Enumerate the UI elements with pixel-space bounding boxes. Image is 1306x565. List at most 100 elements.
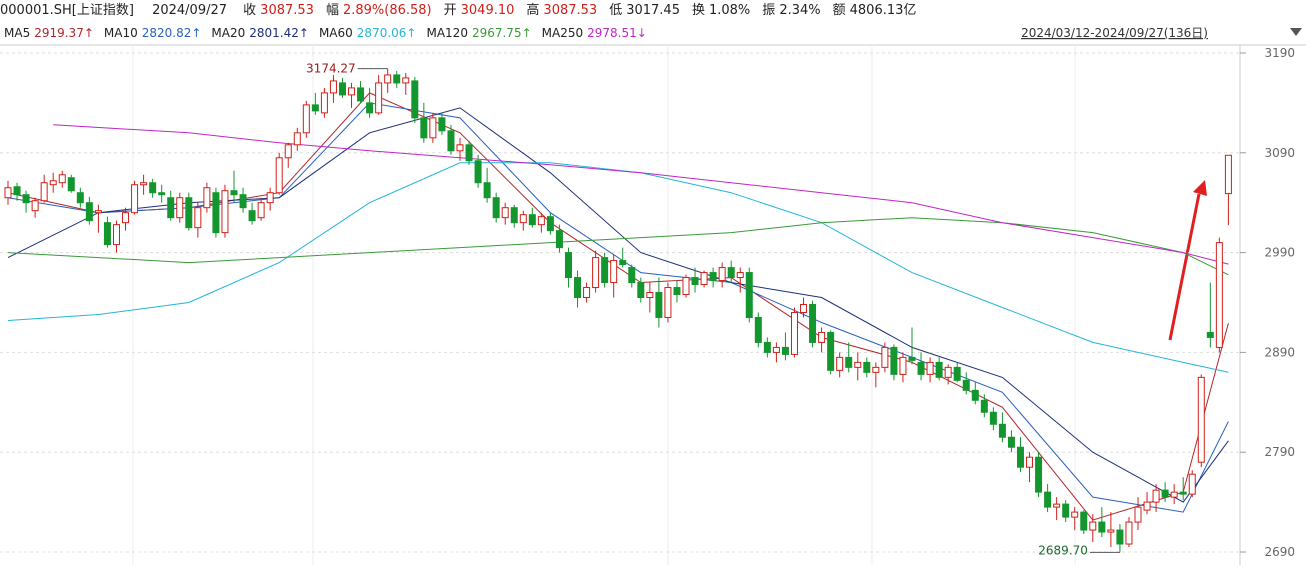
- legend-value: 2978.51↓: [587, 26, 647, 40]
- candle-body: [528, 214, 536, 226]
- candle-body: [1007, 436, 1015, 448]
- candle-body: [76, 192, 84, 204]
- legend-value: 2919.37↑: [34, 26, 94, 40]
- date: 2024/09/27: [152, 3, 228, 18]
- dropdown-icon[interactable]: [1290, 28, 1302, 36]
- candle-body: [854, 361, 862, 368]
- symbol: 000001.SH[上证指数]: [0, 3, 134, 18]
- candle-body: [592, 257, 600, 289]
- candle-body: [348, 87, 356, 96]
- legend-value: 2870.06↑: [356, 26, 417, 40]
- candle-body: [185, 197, 193, 229]
- candle-body: [998, 423, 1006, 438]
- candle-body: [266, 192, 274, 204]
- candle-body: [1116, 529, 1124, 545]
- candle-body: [980, 399, 988, 413]
- candle-body: [881, 346, 889, 368]
- ma-legend: MA5 2919.37↑ MA10 2820.82↑ MA20 2801.42↑ MA60 2…: [0, 22, 1306, 44]
- candle-body: [438, 117, 446, 132]
- candle-body: [31, 200, 39, 212]
- date-range: 2024/03/12-2024/09/27(136日): [1021, 26, 1208, 40]
- quote-value: 2.89%(86.58): [342, 3, 432, 18]
- candle-body: [338, 82, 346, 96]
- candle-body: [926, 361, 934, 375]
- candle-body: [790, 311, 798, 355]
- quote-value: 4806.13亿: [849, 3, 917, 18]
- candle-body: [366, 102, 374, 114]
- candle-body: [1215, 242, 1223, 348]
- candle-body: [1071, 511, 1079, 518]
- candle-body: [763, 341, 771, 353]
- candle-body: [131, 184, 139, 214]
- candle-body: [1016, 446, 1024, 468]
- candle-body: [1098, 521, 1106, 533]
- candle-body: [899, 356, 907, 375]
- candle-body: [935, 361, 943, 378]
- quote-label: 收: [243, 3, 257, 18]
- candle-body: [447, 130, 455, 152]
- candle-body: [682, 277, 690, 296]
- candle-body: [420, 117, 428, 139]
- candle-body: [1044, 491, 1052, 508]
- ma-line: [7, 107, 1229, 503]
- candle-body: [492, 197, 500, 219]
- candle-body: [1206, 331, 1214, 338]
- candle-body: [745, 272, 753, 318]
- candle-body: [393, 74, 401, 84]
- candle-body: [555, 230, 563, 249]
- candle-body: [176, 197, 184, 219]
- candle-body: [908, 356, 916, 361]
- candle-body: [103, 222, 111, 246]
- candle-body: [122, 212, 130, 224]
- candle-body: [1026, 456, 1034, 468]
- quote-value: 3017.45: [626, 3, 680, 18]
- candle-body: [574, 277, 582, 299]
- candle-body: [1089, 521, 1097, 531]
- candle-body: [140, 182, 148, 186]
- arrow-head: [1193, 180, 1207, 196]
- candle-body: [4, 187, 12, 199]
- candle-body: [709, 272, 717, 282]
- y-tick-label: 3190: [1264, 46, 1295, 60]
- candle-body: [375, 82, 383, 114]
- candle-body: [483, 182, 491, 199]
- candle-body: [691, 277, 699, 286]
- candle-body: [501, 207, 509, 219]
- candle-body: [357, 87, 365, 102]
- candle-body: [320, 92, 328, 114]
- candle-body: [989, 411, 997, 425]
- ma-line: [7, 217, 1229, 276]
- candle-body: [962, 379, 970, 391]
- candle-body: [203, 187, 211, 209]
- candle-body: [1062, 503, 1070, 518]
- candle-body: [49, 180, 57, 186]
- candle-body: [1188, 473, 1196, 495]
- candle-body: [971, 389, 979, 401]
- candle-body: [863, 361, 871, 373]
- legend-name: MA120: [426, 26, 468, 40]
- y-tick-label: 2790: [1264, 445, 1295, 459]
- candle-body: [827, 331, 835, 371]
- y-tick-label: 3090: [1264, 146, 1295, 160]
- candle-body: [67, 177, 75, 192]
- quote-label: 高: [526, 3, 540, 18]
- legend-name: MA60: [318, 26, 353, 40]
- quote-value: 3087.53: [543, 3, 598, 18]
- candle-body: [311, 104, 319, 112]
- candle-body: [257, 202, 265, 219]
- candle-body: [628, 267, 636, 284]
- ma-line: [7, 92, 1229, 521]
- low-label: 2689.70: [1038, 543, 1088, 557]
- candle-body: [456, 144, 464, 152]
- quote-label: 开: [443, 3, 457, 18]
- quote-label: 幅: [325, 3, 339, 18]
- candle-body: [465, 144, 473, 162]
- quote-label: 低: [609, 3, 623, 18]
- candle-body: [1080, 511, 1088, 531]
- legend-name: MA5: [4, 26, 31, 40]
- legend-name: MA20: [211, 26, 246, 40]
- ma-line: [53, 124, 1229, 265]
- candle-body: [1125, 521, 1133, 545]
- candle-body: [736, 272, 744, 279]
- candle-body: [836, 356, 844, 371]
